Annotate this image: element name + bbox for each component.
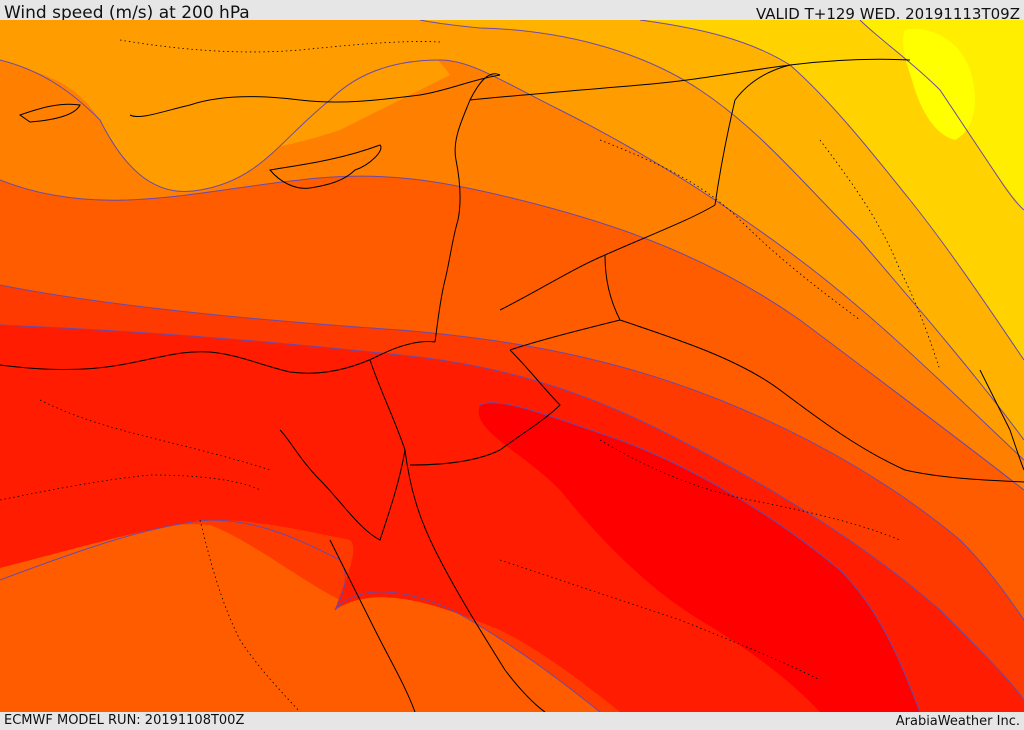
boundary-8 xyxy=(39,399,271,471)
isotach-2 xyxy=(0,284,1024,621)
isotach-lines xyxy=(0,20,1024,712)
boundary-6 xyxy=(119,39,441,53)
map-title: Wind speed (m/s) at 200 hPa xyxy=(4,3,250,23)
isotach-9 xyxy=(859,20,1024,211)
isotach-1 xyxy=(0,175,1024,491)
border-jordan-iraq xyxy=(499,204,716,311)
isotach-7 xyxy=(419,20,1024,441)
boundary-3 xyxy=(499,559,821,681)
coastline-sinai xyxy=(279,359,406,541)
band-bright-yellow xyxy=(902,29,975,140)
isotach-6 xyxy=(0,59,1024,461)
coastline-red-sea-east xyxy=(404,449,546,712)
isotach-3 xyxy=(0,324,1024,701)
header-bar xyxy=(0,0,1024,20)
credit: ArabiaWeather Inc. xyxy=(895,714,1020,729)
boundary-4 xyxy=(599,139,861,321)
band-yellow xyxy=(860,20,1024,210)
island-cyprus xyxy=(269,144,382,189)
band-orange-nw xyxy=(0,20,450,154)
coastline-persian-gulf xyxy=(979,369,1024,471)
coastline-turkey xyxy=(129,74,501,118)
island-crete xyxy=(18,103,81,123)
border-saudi-iraq xyxy=(619,319,1024,483)
border-iraq-syria xyxy=(714,64,791,206)
footer-bar xyxy=(0,712,1024,729)
border-saudi-jordan xyxy=(509,254,621,351)
wind-speed-map[interactable] xyxy=(0,20,1024,712)
coastline-levant xyxy=(434,73,501,343)
border-saudi-north xyxy=(409,349,561,466)
isotach-8 xyxy=(639,20,1024,361)
boundary-7 xyxy=(599,439,901,541)
borders xyxy=(409,58,1024,483)
coastlines xyxy=(0,73,1024,712)
coastline-north-africa xyxy=(0,341,436,374)
valid-time: VALID T+129 WED. 20191113T09Z xyxy=(755,5,1020,23)
band-core-red xyxy=(478,402,920,712)
internal-boundaries xyxy=(0,39,941,712)
coastline-red-sea-west xyxy=(329,539,416,712)
model-run: ECMWF MODEL RUN: 20191108T00Z xyxy=(4,713,245,728)
boundary-2 xyxy=(199,519,301,712)
isotach-4 xyxy=(0,519,601,712)
border-turkey-syria xyxy=(469,58,911,101)
